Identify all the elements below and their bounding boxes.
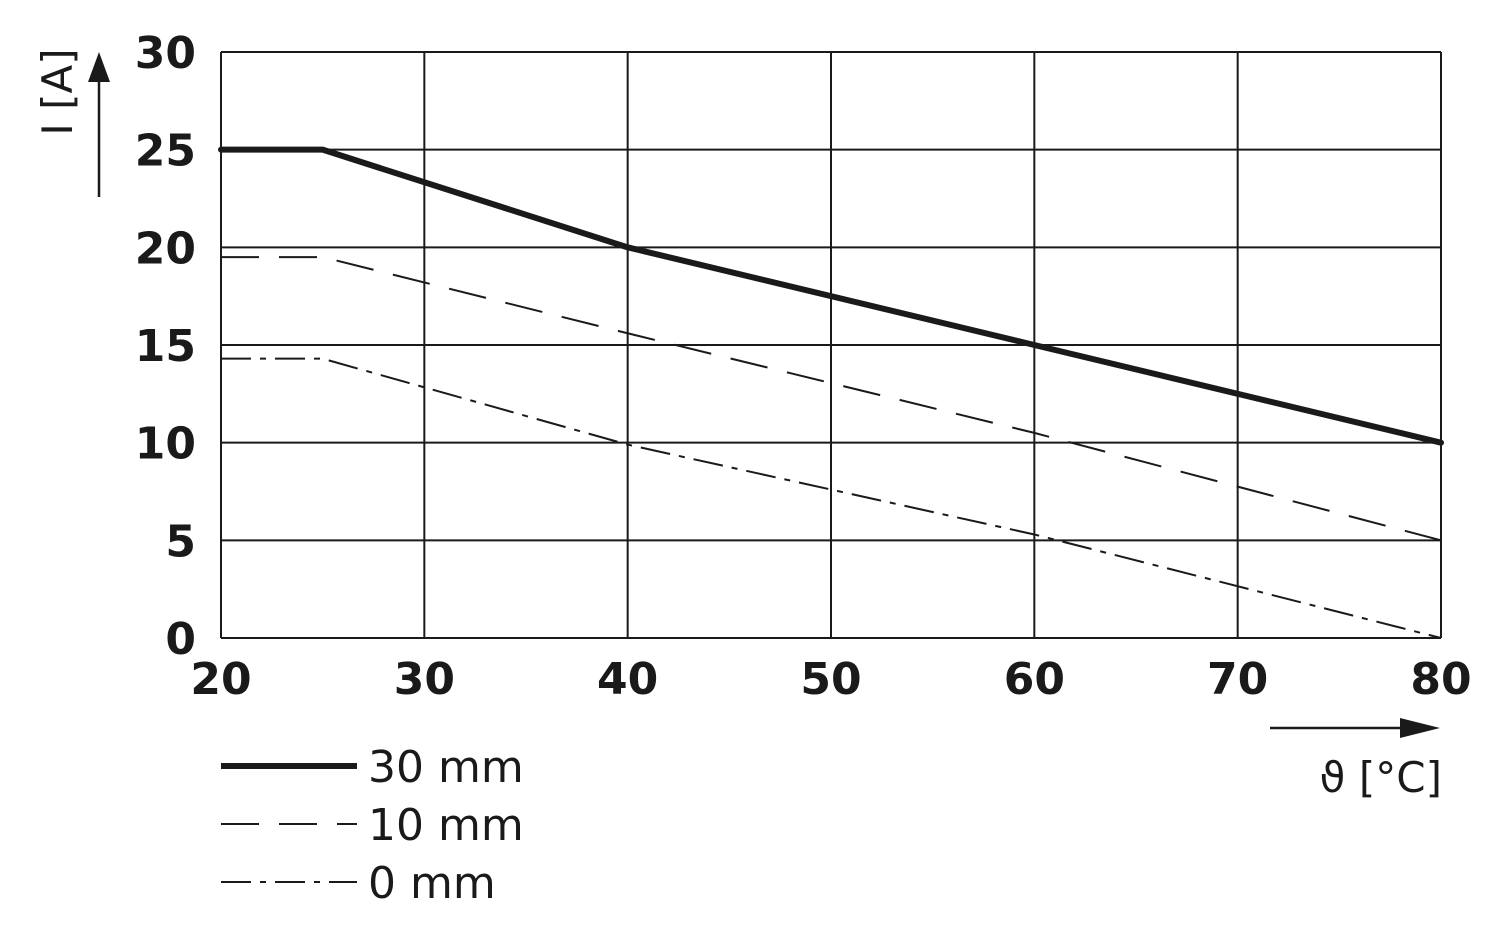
x-tick-label: 20 bbox=[190, 654, 251, 705]
y-axis-label-group: I [A] bbox=[33, 48, 110, 197]
y-tick-label: 20 bbox=[135, 223, 196, 274]
x-tick-label: 40 bbox=[597, 654, 658, 705]
x-tick-label: 80 bbox=[1410, 654, 1471, 705]
legend-label: 0 mm bbox=[368, 858, 496, 909]
y-tick-label: 5 bbox=[165, 516, 196, 567]
x-axis-arrowhead bbox=[1400, 718, 1440, 738]
x-tick-label: 70 bbox=[1207, 654, 1268, 705]
x-axis-label-group: ϑ [°C] bbox=[1270, 718, 1442, 802]
series-line-0-mm bbox=[221, 357, 1442, 639]
series-line-30-mm bbox=[218, 146, 1444, 446]
series-line-10-mm bbox=[221, 256, 1442, 542]
y-tick-label: 10 bbox=[135, 419, 196, 470]
x-tick-label: 30 bbox=[394, 654, 455, 705]
x-axis-label: ϑ [°C] bbox=[1320, 753, 1442, 802]
grid bbox=[220, 51, 1442, 639]
y-axis-label: I [A] bbox=[33, 48, 82, 135]
series-lines bbox=[218, 146, 1444, 639]
y-tick-label: 30 bbox=[135, 28, 196, 79]
x-tick-label: 60 bbox=[1004, 654, 1065, 705]
legend-label: 10 mm bbox=[368, 800, 524, 851]
x-tick-labels: 20 30 40 50 60 70 80 bbox=[190, 654, 1471, 705]
y-axis-arrowhead bbox=[88, 52, 110, 82]
y-tick-label: 15 bbox=[135, 321, 196, 372]
y-tick-labels: 0 5 10 15 20 25 30 bbox=[135, 28, 196, 665]
y-tick-label: 25 bbox=[135, 126, 196, 177]
legend-label: 30 mm bbox=[368, 742, 524, 793]
y-tick-label: 0 bbox=[165, 614, 196, 665]
x-tick-label: 50 bbox=[800, 654, 861, 705]
legend: 30 mm 10 mm 0 mm bbox=[221, 742, 524, 909]
